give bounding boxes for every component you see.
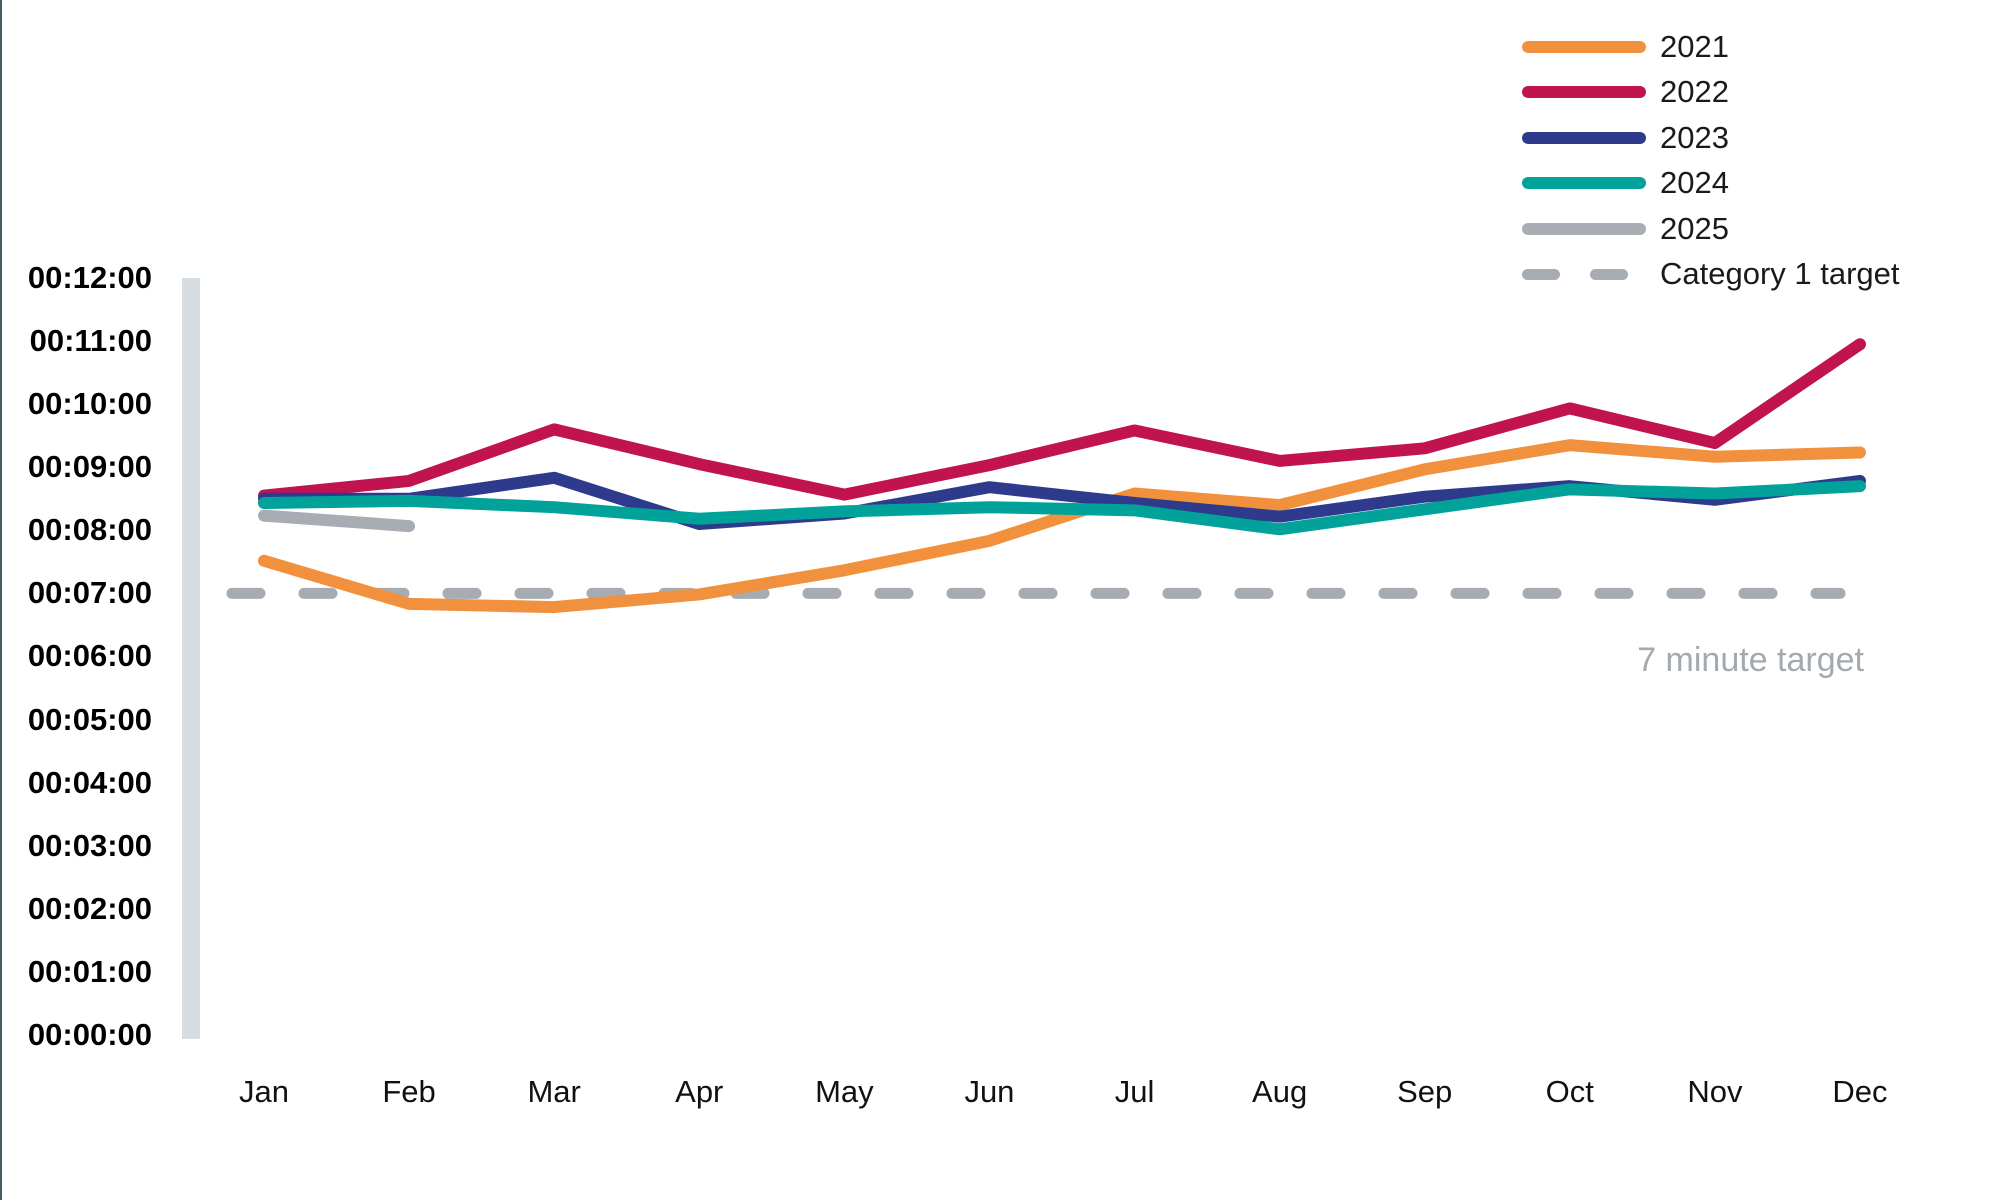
y-axis-band xyxy=(182,278,200,1039)
x-tick-label-mar: Mar xyxy=(527,1074,581,1109)
legend-label: 2023 xyxy=(1660,119,1729,155)
series-line-2025 xyxy=(258,509,416,533)
x-tick-label-aug: Aug xyxy=(1252,1074,1308,1109)
target-annotation: 7 minute target xyxy=(1637,641,1864,679)
legend-line-swatch-2024 xyxy=(1522,177,1646,190)
y-tick-label: 00:12:00 xyxy=(27,260,152,295)
x-tick-label-jul: Jul xyxy=(1114,1074,1155,1109)
y-tick-label: 00:05:00 xyxy=(27,701,152,737)
y-tick-label: 00:02:00 xyxy=(27,890,152,926)
legend-item-category-1-target: Category 1 target xyxy=(1522,252,1900,298)
legend-line-swatch-2023 xyxy=(1522,131,1646,144)
x-tick-label-jan: Jan xyxy=(239,1074,289,1109)
y-tick-label: 00:00:00 xyxy=(27,1016,152,1052)
legend: 2021 2022 2023 2024 2025 Category 1 targ… xyxy=(1522,24,1900,297)
legend-item-2021: 2021 xyxy=(1522,24,1900,70)
series-line-2021 xyxy=(258,439,1866,614)
legend-item-2023: 2023 xyxy=(1522,115,1900,161)
legend-item-2022: 2022 xyxy=(1522,70,1900,116)
x-tick-label-feb: Feb xyxy=(382,1074,436,1109)
x-tick-label-sep: Sep xyxy=(1397,1074,1453,1109)
x-tick-label-oct: Oct xyxy=(1545,1074,1594,1109)
legend-label: 2021 xyxy=(1660,28,1729,64)
legend-item-2024: 2024 xyxy=(1522,161,1900,207)
x-tick-label-dec: Dec xyxy=(1832,1074,1888,1109)
legend-label: 2025 xyxy=(1660,210,1729,246)
page-left-border xyxy=(0,0,2,1200)
y-tick-label: 00:03:00 xyxy=(27,827,152,863)
legend-label: 2022 xyxy=(1660,74,1729,110)
y-tick-label: 00:01:00 xyxy=(27,953,152,989)
y-tick-label: 00:04:00 xyxy=(27,764,152,800)
x-tick-label-may: May xyxy=(815,1074,874,1109)
y-tick-label: 00:10:00 xyxy=(27,386,152,422)
y-tick-label: 00:11:00 xyxy=(29,323,152,359)
y-tick-label: 00:06:00 xyxy=(27,638,152,674)
legend-line-swatch-2025 xyxy=(1522,222,1646,235)
y-tick-label: 00:07:00 xyxy=(27,575,152,611)
series-line-2022 xyxy=(258,338,1866,502)
y-tick-label: 00:08:00 xyxy=(27,512,152,548)
legend-line-swatch-2021 xyxy=(1522,40,1646,53)
x-tick-label-apr: Apr xyxy=(675,1074,724,1109)
x-tick-label-jun: Jun xyxy=(964,1074,1015,1109)
series-line-2024 xyxy=(258,480,1866,536)
legend-line-swatch-2022 xyxy=(1522,86,1646,99)
legend-item-2025: 2025 xyxy=(1522,206,1900,252)
legend-label: Category 1 target xyxy=(1660,256,1900,292)
legend-dashed-swatch-target xyxy=(1522,268,1646,280)
y-tick-label: 00:09:00 xyxy=(27,449,152,485)
legend-label: 2024 xyxy=(1660,165,1729,201)
x-tick-label-nov: Nov xyxy=(1687,1074,1743,1109)
